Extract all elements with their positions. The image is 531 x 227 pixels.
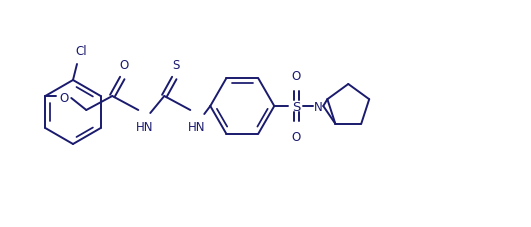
Text: S: S <box>173 59 180 72</box>
Text: Cl: Cl <box>75 45 87 58</box>
Text: O: O <box>119 59 129 72</box>
Text: S: S <box>292 100 301 113</box>
Text: HN: HN <box>189 121 206 133</box>
Text: N: N <box>314 100 323 113</box>
Text: HN: HN <box>136 121 154 133</box>
Text: O: O <box>292 131 301 143</box>
Text: O: O <box>292 70 301 83</box>
Text: O: O <box>59 91 69 104</box>
